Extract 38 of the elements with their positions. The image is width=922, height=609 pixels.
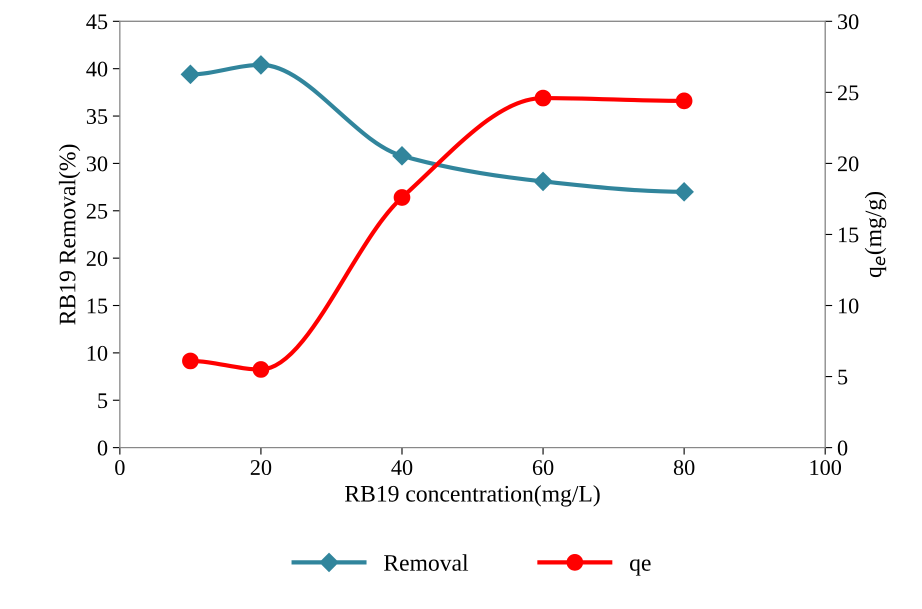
y-tick-label: 0 — [98, 440, 108, 456]
x-tick-label: 80 — [674, 460, 694, 476]
point — [251, 55, 270, 74]
point — [534, 90, 552, 106]
point — [674, 182, 694, 202]
legend-label: qe — [630, 559, 651, 576]
y-tick-label: 25 — [86, 204, 108, 219]
point — [534, 172, 553, 191]
point — [676, 92, 692, 110]
point — [182, 352, 199, 370]
point — [252, 361, 270, 378]
y-tick-label: 15 — [88, 298, 108, 314]
y2-tick-label: 15 — [838, 228, 858, 242]
y2-tick-label: 0 — [838, 440, 848, 456]
x-tick-label: 100 — [810, 460, 842, 476]
y2-axis-title: q$_{e}$(mg/g) — [864, 192, 886, 278]
y-tick-label: 30 — [86, 156, 108, 172]
y-tick-label: 35 — [86, 109, 108, 124]
y2-tick-label: 30 — [838, 14, 858, 30]
y-tick-label: 10 — [88, 346, 108, 361]
y-tick-label: 5 — [98, 393, 108, 408]
legend-label: Removal — [384, 554, 468, 571]
x-tick-label: 20 — [250, 460, 272, 476]
y2-tick-label: 5 — [838, 370, 848, 384]
x-tick-label: 60 — [532, 460, 554, 476]
x-tick-label: 40 — [391, 460, 412, 476]
point — [394, 189, 410, 206]
y-axis-title: RB19 Removal(%) — [58, 144, 80, 325]
y-tick-label: 45 — [86, 14, 108, 30]
y2-tick-label: 20 — [838, 156, 858, 172]
y2-tick-label: 25 — [838, 85, 858, 100]
y-tick-label: 20 — [86, 251, 108, 266]
point — [180, 64, 200, 84]
point — [392, 146, 412, 166]
x-tick-label: 0 — [115, 460, 125, 476]
x-axis-title: RB19 concentration(mg/L) — [345, 485, 600, 507]
y-tick-label: 40 — [86, 62, 108, 77]
y2-tick-label: 10 — [838, 298, 858, 314]
